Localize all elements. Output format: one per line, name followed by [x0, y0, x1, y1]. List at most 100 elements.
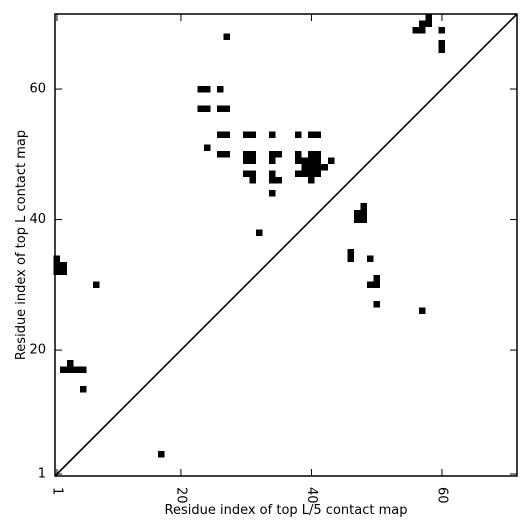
x-tick-label: 20	[173, 487, 188, 504]
contact-cell-top-l	[314, 131, 322, 138]
contact-cell-top-l	[242, 157, 250, 165]
contact-cell-top-l5	[79, 385, 87, 393]
axis-ticks	[55, 14, 517, 476]
contact-cell-top-l	[216, 131, 224, 138]
contact-cell-top-l	[249, 131, 256, 138]
contact-cell-top-l5	[366, 255, 374, 262]
contact-cell-top-l	[249, 157, 256, 165]
contact-cell-top-l	[223, 151, 230, 158]
contact-cell-top-l5	[425, 20, 433, 28]
contact-cell-top-l	[308, 131, 315, 138]
contact-cell-top-l	[275, 177, 283, 184]
contact-cell-top-l	[314, 164, 322, 171]
contact-cell-top-l5	[419, 20, 426, 28]
contact-cell-top-l	[275, 151, 283, 158]
contact-cell-top-l5	[73, 366, 80, 373]
contact-cell-top-l5	[60, 261, 67, 269]
contact-cell-top-l	[255, 229, 263, 236]
contact-cell-top-l	[295, 131, 302, 138]
contact-cell-top-l	[301, 157, 309, 165]
contact-cell-top-l	[249, 177, 256, 184]
contact-cell-top-l	[269, 157, 276, 165]
contact-cell-top-l5	[158, 451, 165, 458]
contact-cell-top-l5	[373, 275, 380, 282]
contact-cell-top-l	[295, 151, 302, 158]
contact-cell-top-l	[327, 157, 335, 165]
contact-cell-top-l	[269, 177, 276, 184]
contact-cell-top-l5	[438, 46, 446, 54]
contact-cell-top-l	[308, 151, 315, 158]
x-tick-label: 60	[434, 487, 449, 504]
contact-cell-top-l	[203, 144, 211, 152]
y-tick-label: 60	[29, 82, 46, 97]
contact-cell-top-l	[308, 170, 315, 178]
contact-cell-top-l	[314, 170, 322, 178]
contact-cell-top-l5	[353, 216, 361, 223]
x-tick-labels: 1 20 40 60	[49, 487, 449, 504]
contact-cell-top-l5	[419, 27, 426, 34]
contact-cell-top-l5	[373, 281, 380, 289]
contact-cell-top-l	[223, 33, 230, 41]
contact-cell-top-l	[269, 131, 276, 138]
x-axis-label: Residue index of top L/5 contact map	[165, 503, 408, 518]
contact-cell-top-l5	[425, 14, 433, 21]
contact-cell-top-l5	[438, 27, 446, 34]
contact-cell-top-l	[314, 157, 322, 165]
contact-cell-top-l5	[66, 359, 74, 367]
contact-cell-top-l5	[60, 366, 67, 373]
plot-frame	[54, 13, 518, 477]
contact-cell-top-l5	[60, 268, 67, 276]
contact-cell-top-l5	[360, 203, 367, 210]
diagonal-line	[54, 13, 518, 477]
contact-cell-top-l5	[419, 307, 426, 315]
contact-cell-top-l	[314, 151, 322, 158]
x-tick-label: 40	[304, 487, 319, 504]
contact-cell-top-l	[216, 85, 224, 93]
y-tick-label: 1	[38, 467, 46, 482]
contact-cell-top-l5	[438, 40, 446, 47]
contact-cell-top-l	[295, 157, 302, 165]
contact-cell-top-l	[269, 190, 276, 197]
contact-cell-top-l	[223, 105, 230, 112]
y-tick-label: 40	[29, 212, 46, 227]
contact-cell-top-l	[242, 151, 250, 158]
contact-cell-top-l5	[353, 209, 361, 217]
contact-cell-top-l	[308, 164, 315, 171]
contact-cell-top-l	[295, 170, 302, 178]
x-tick-label: 1	[49, 487, 64, 495]
contact-cell-top-l	[203, 105, 211, 112]
contact-cell-top-l	[197, 85, 204, 93]
contact-cell-top-l5	[360, 209, 367, 217]
contact-cell-top-l	[249, 170, 256, 178]
contact-cell-top-l5	[347, 248, 354, 256]
contact-cell-top-l5	[66, 366, 74, 373]
contact-cell-top-l	[301, 170, 309, 178]
contact-cell-top-l5	[373, 301, 380, 308]
contact-cell-top-l	[308, 157, 315, 165]
contact-cell-top-l	[203, 85, 211, 93]
contact-cell-top-l5	[92, 281, 100, 289]
contact-cell-top-l	[308, 177, 315, 184]
contact-cell-top-l	[301, 164, 309, 171]
y-tick-labels: 1 20 40 60	[29, 82, 46, 482]
contact-cell-top-l	[216, 105, 224, 112]
contact-cell-top-l	[242, 131, 250, 138]
contact-cell-top-l5	[347, 255, 354, 262]
contact-cell-top-l5	[366, 281, 374, 289]
contact-cell-top-l5	[79, 366, 87, 373]
contact-cell-top-l	[197, 105, 204, 112]
contact-cell-top-l	[216, 151, 224, 158]
contact-cell-top-l	[321, 164, 328, 171]
contact-cell-top-l	[223, 131, 230, 138]
y-tick-label: 20	[29, 343, 46, 358]
contact-cell-top-l5	[412, 27, 420, 34]
contact-cells	[53, 14, 446, 458]
contact-cell-top-l	[249, 151, 256, 158]
contact-cell-top-l5	[53, 255, 61, 262]
y-axis-label: Residue index of top L contact map	[14, 130, 29, 360]
contact-cell-top-l5	[360, 216, 367, 223]
contact-cell-top-l5	[53, 261, 61, 269]
contact-cell-top-l	[269, 170, 276, 178]
contact-cell-top-l	[242, 170, 250, 178]
